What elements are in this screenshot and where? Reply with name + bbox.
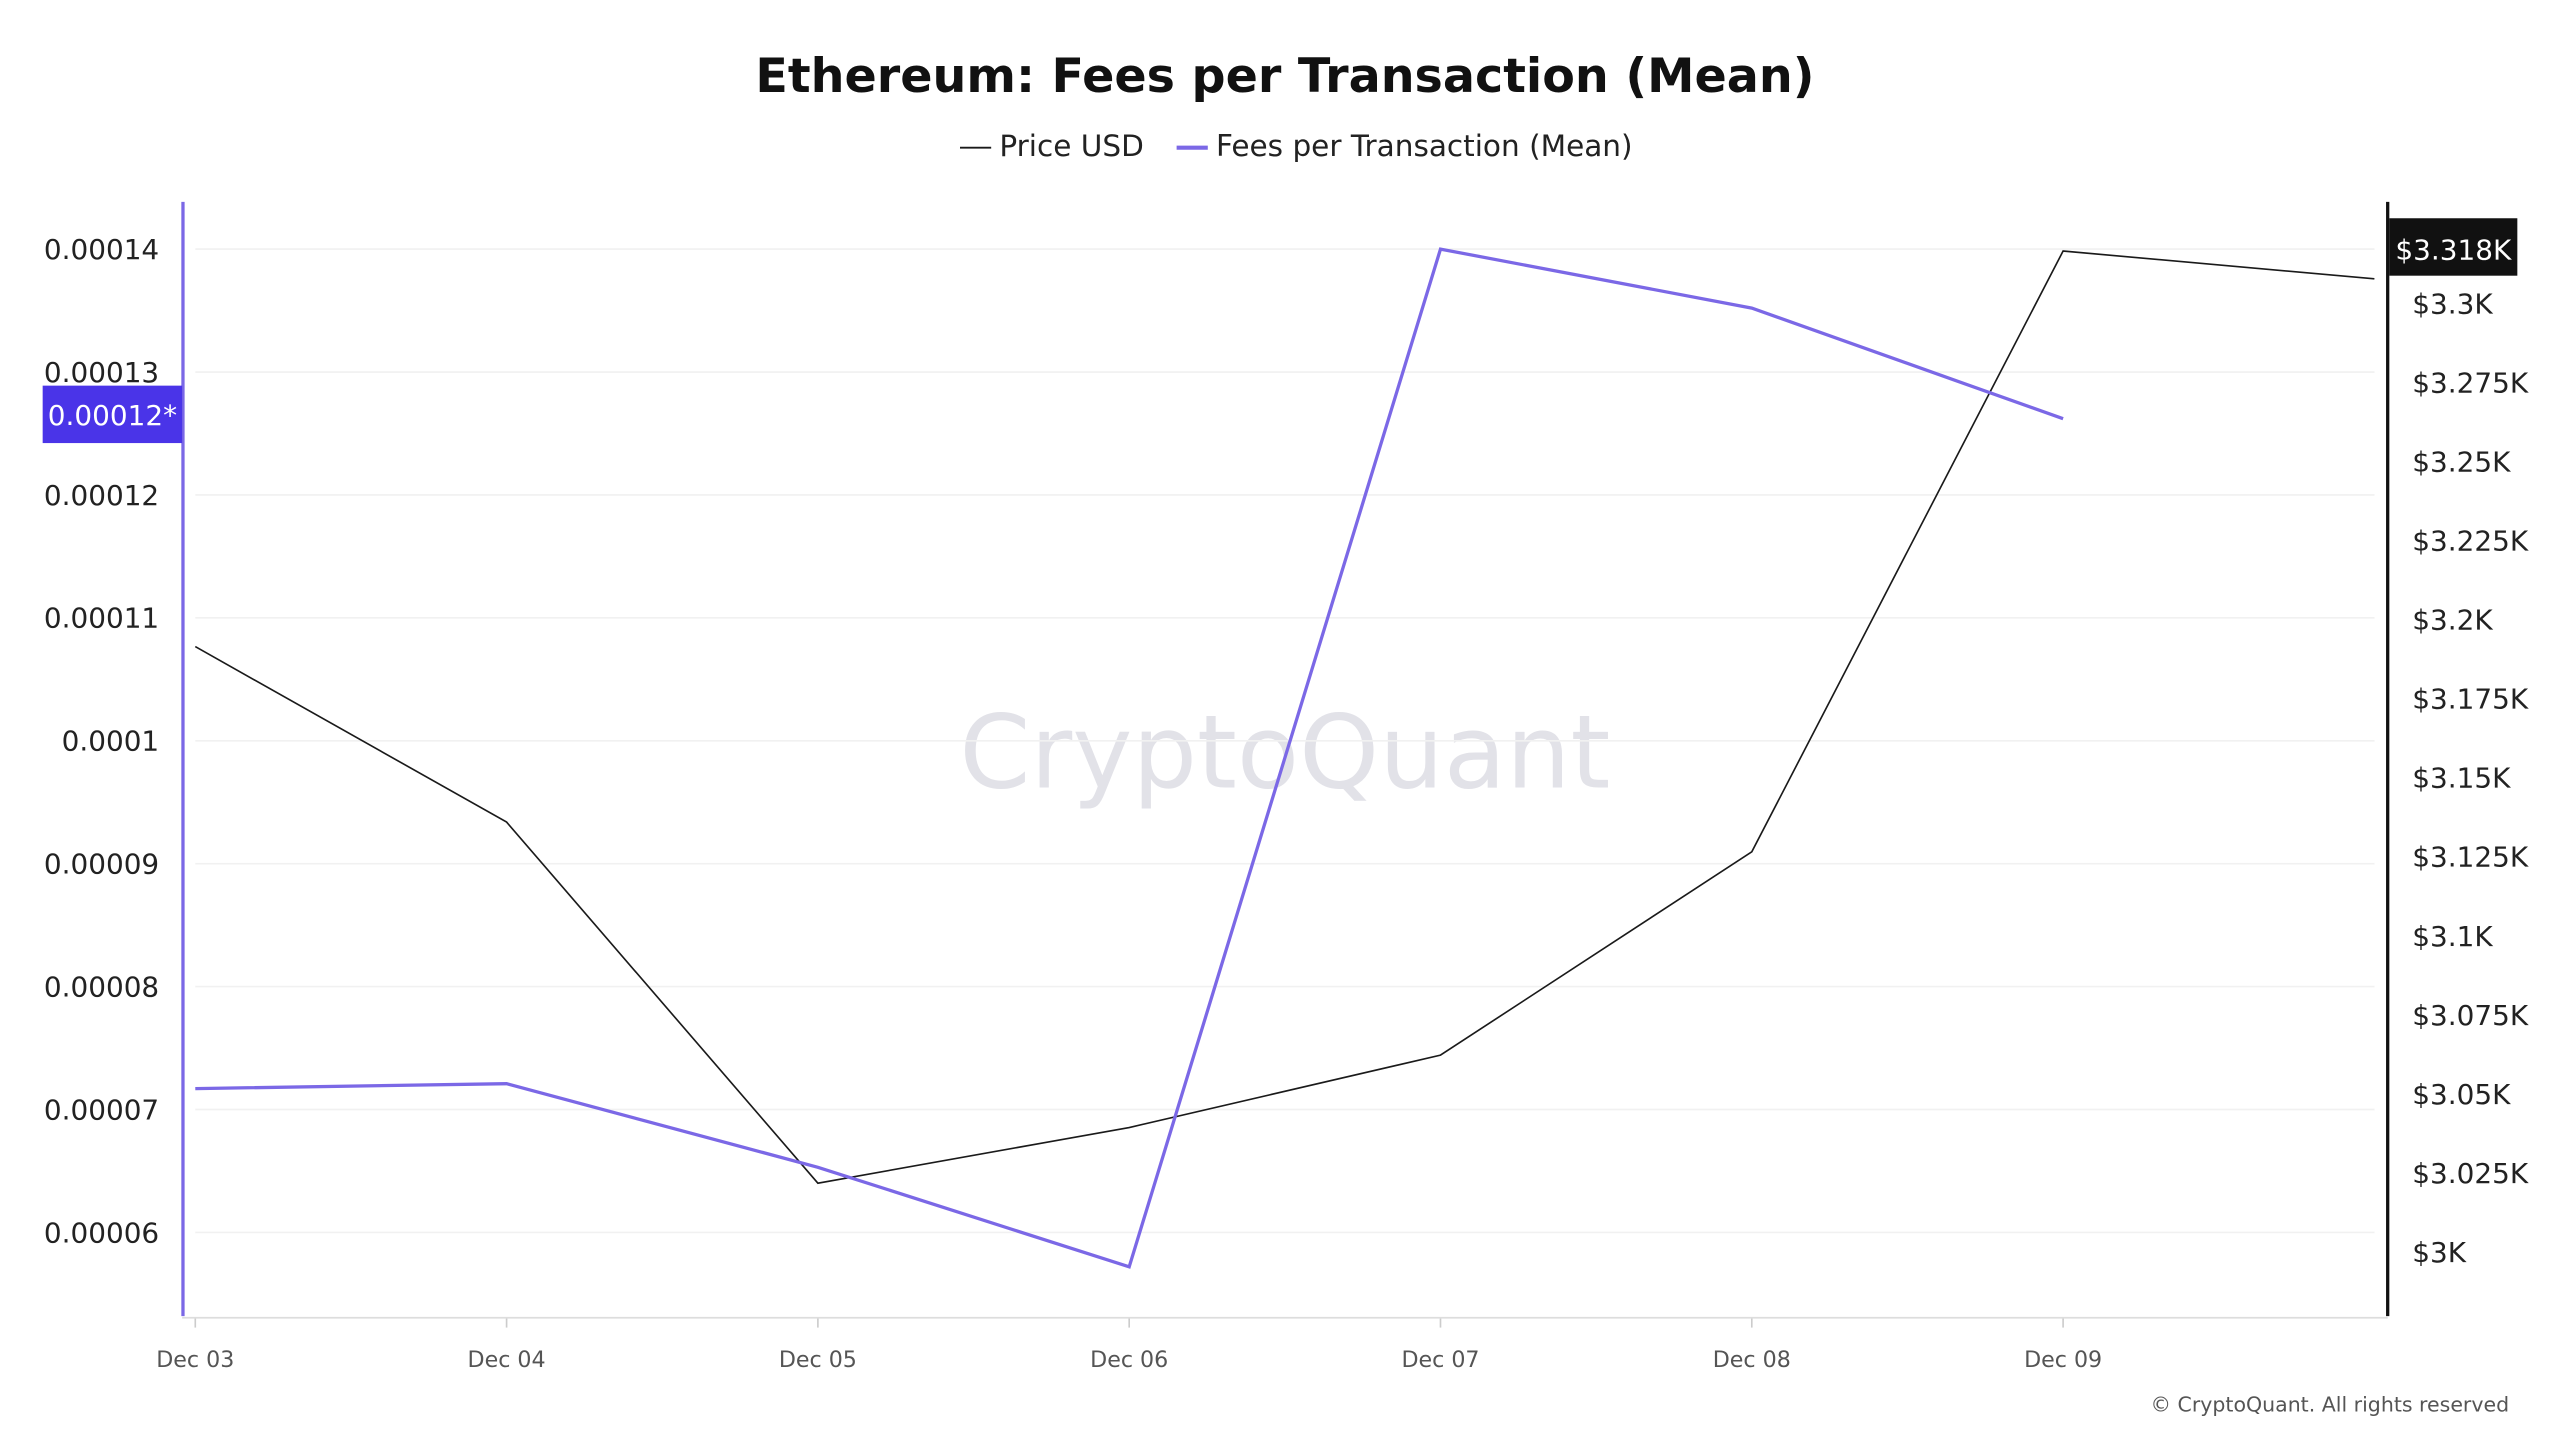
x-tick-label: Dec 04	[468, 1347, 546, 1373]
left-tick-label: 0.00011	[44, 602, 159, 635]
right-axis-ticks: $3.3K $3.275K $3.25K $3.225K $3.2K $3.175K $3.…	[2412, 287, 2529, 1269]
x-tick-label: Dec 06	[1090, 1347, 1168, 1373]
left-tick-label: 0.00007	[44, 1093, 159, 1126]
right-tick-label: $3.025K	[2412, 1157, 2529, 1190]
gridlines	[195, 248, 2375, 1234]
series-line-price	[194, 250, 2375, 1185]
left-tick-label: 0.00013	[44, 356, 159, 389]
right-tick-label: $3.15K	[2412, 762, 2511, 795]
left-tick-label: 0.00012	[44, 479, 159, 512]
legend-label-fees[interactable]: Fees per Transaction (Mean)	[1216, 129, 1633, 163]
left-tick-label: 0.0001	[62, 725, 160, 758]
right-tick-label: $3.225K	[2412, 525, 2529, 558]
right-tick-label: $3.1K	[2412, 920, 2493, 953]
right-tick-label: $3.175K	[2412, 683, 2529, 716]
right-tick-label: $3K	[2412, 1236, 2466, 1269]
left-axis-ticks: 0.00014 0.00013 0.00012 0.00011 0.0001 0.0000…	[44, 233, 159, 1249]
right-tick-label: $3.05K	[2412, 1078, 2511, 1111]
legend: Price USD Fees per Transaction (Mean)	[960, 129, 1633, 163]
right-current-badge: $3.318K	[2389, 218, 2518, 276]
right-tick-label: $3.3K	[2412, 287, 2493, 320]
x-tick-label: Dec 05	[779, 1347, 857, 1373]
right-tick-label: $3.125K	[2412, 841, 2529, 874]
left-current-label: 0.00012*	[48, 399, 177, 432]
x-tick-label: Dec 03	[156, 1347, 234, 1373]
x-tick-label: Dec 09	[2024, 1347, 2102, 1373]
right-tick-label: $3.25K	[2412, 445, 2511, 478]
copyright: © CryptoQuant. All rights reserved	[2151, 1392, 2510, 1416]
right-tick-label: $3.275K	[2412, 366, 2529, 399]
right-current-label: $3.318K	[2395, 233, 2512, 266]
series-line-fees	[195, 247, 2064, 1269]
right-tick-label: $3.2K	[2412, 604, 2493, 637]
left-tick-label: 0.00008	[44, 970, 159, 1003]
left-tick-label: 0.00009	[44, 848, 159, 881]
left-tick-label: 0.00006	[44, 1216, 159, 1249]
x-tick-label: Dec 08	[1713, 1347, 1791, 1373]
x-tick-label: Dec 07	[1401, 1347, 1479, 1373]
x-axis-ticks: Dec 03 Dec 04 Dec 05 Dec 06 Dec 07 Dec 08 Dec …	[156, 1317, 2102, 1373]
right-tick-label: $3.075K	[2412, 999, 2529, 1032]
legend-label-price[interactable]: Price USD	[999, 129, 1143, 163]
left-current-badge: 0.00012*	[42, 385, 183, 444]
chart-title: Ethereum: Fees per Transaction (Mean)	[755, 49, 1814, 104]
left-tick-label: 0.00014	[44, 233, 159, 266]
